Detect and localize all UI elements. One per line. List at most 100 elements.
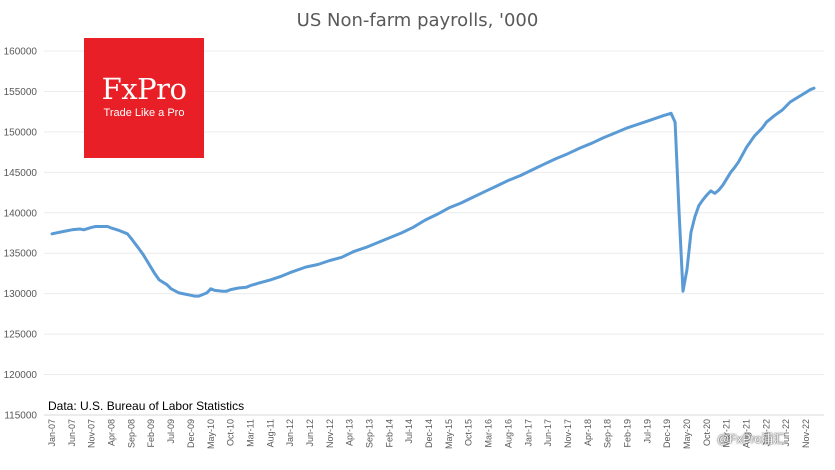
- data-point: [638, 123, 641, 125]
- x-tick-label: Apr-08: [107, 419, 117, 446]
- data-point: [154, 273, 156, 276]
- x-tick-label: Jul-09: [166, 419, 176, 444]
- x-axis-ticks: Jan-07 Jun-07 Nov-07 Apr-08 Sep-08 Feb-09 Jul-…: [47, 419, 811, 449]
- x-tick-label: Oct-20: [702, 419, 712, 446]
- data-point: [209, 288, 212, 290]
- data-point: [281, 275, 283, 277]
- data-point: [674, 121, 676, 123]
- y-tick-label: 150000: [4, 127, 38, 138]
- data-point: [650, 118, 653, 121]
- data-point: [809, 89, 811, 91]
- x-tick-label: Mar-16: [484, 419, 494, 448]
- data-point: [710, 190, 712, 192]
- watermark: @FxPro浦汇: [717, 432, 786, 446]
- data-point: [737, 161, 740, 163]
- data-point: [305, 266, 307, 268]
- data-point: [130, 237, 133, 240]
- data-point: [805, 91, 807, 94]
- x-tick-label: Jul-19: [642, 419, 652, 444]
- x-tick-label: Feb-14: [384, 419, 394, 448]
- data-point: [289, 271, 291, 274]
- x-tick-label: Sep-13: [365, 419, 375, 448]
- x-tick-label: Oct-15: [464, 419, 474, 446]
- y-tick-label: 160000: [4, 47, 38, 58]
- x-tick-label: Aug-16: [503, 419, 513, 448]
- data-point: [590, 142, 593, 145]
- data-point: [194, 295, 196, 297]
- data-point: [213, 289, 216, 292]
- data-point: [713, 192, 716, 195]
- y-tick-label: 140000: [4, 208, 38, 219]
- x-tick-label: Nov-07: [87, 419, 97, 448]
- data-point: [257, 282, 260, 284]
- data-point: [686, 268, 688, 271]
- x-tick-label: Oct-10: [226, 419, 236, 446]
- data-point: [761, 127, 764, 129]
- data-point: [90, 226, 93, 229]
- data-point: [717, 189, 720, 191]
- series-line-0: [50, 86, 816, 298]
- x-tick-label: Jan-17: [523, 419, 533, 447]
- data-point: [118, 229, 121, 232]
- x-tick-label: Jun-07: [67, 419, 77, 447]
- x-tick-label: Sep-08: [126, 419, 136, 448]
- y-tick-label: 130000: [4, 289, 38, 300]
- data-point: [424, 219, 426, 221]
- data-point: [51, 233, 53, 235]
- data-point: [205, 292, 208, 294]
- data-point: [602, 136, 605, 139]
- data-point: [138, 248, 141, 250]
- data-point: [126, 233, 129, 235]
- data-point: [694, 216, 696, 218]
- y-tick-label: 145000: [4, 168, 38, 179]
- data-point: [448, 207, 450, 209]
- data-point: [142, 254, 145, 256]
- data-point: [702, 199, 704, 201]
- data-point: [170, 288, 172, 290]
- data-point: [190, 294, 192, 297]
- data-point: [340, 256, 343, 259]
- source-note: Data: U.S. Bureau of Labor Statistics: [48, 399, 245, 413]
- data-point: [71, 228, 73, 231]
- x-tick-label: Aug-21: [742, 419, 752, 448]
- data-point: [749, 140, 752, 143]
- x-tick-label: Nov-17: [563, 419, 573, 448]
- data-point: [789, 101, 791, 103]
- data-point: [741, 153, 744, 156]
- x-tick-label: Dec-14: [424, 419, 434, 448]
- data-point: [63, 230, 65, 233]
- data-point: [682, 290, 684, 293]
- x-tick-label: Dec-09: [186, 419, 196, 448]
- data-point: [495, 185, 498, 187]
- data-point: [245, 286, 248, 288]
- x-tick-label: Mar-21: [722, 419, 732, 448]
- fxpro-logo: FxPro Trade Like a Pro: [84, 38, 204, 158]
- data-point: [178, 292, 180, 294]
- x-tick-label: Aug-11: [265, 419, 275, 447]
- data-point: [519, 174, 522, 177]
- x-tick-label: Nov-22: [801, 419, 811, 448]
- x-tick-label: Apr-18: [583, 419, 593, 446]
- y-tick-label: 125000: [4, 330, 38, 341]
- x-tick-label: Jun-17: [543, 419, 553, 447]
- data-point: [436, 213, 438, 216]
- data-point: [721, 184, 724, 187]
- y-tick-label: 135000: [4, 249, 38, 260]
- logo-name: FxPro: [101, 72, 187, 106]
- x-tick-label: Mar-11: [245, 419, 255, 447]
- data-point: [757, 131, 760, 133]
- data-point: [507, 179, 510, 182]
- data-point: [82, 228, 85, 231]
- data-point: [706, 194, 708, 196]
- data-point: [237, 287, 240, 289]
- data-point: [567, 152, 569, 155]
- data-point: [352, 250, 355, 253]
- x-tick-label: Jun-22: [781, 419, 791, 447]
- data-point: [579, 147, 581, 149]
- data-point: [412, 226, 414, 229]
- data-point: [662, 114, 664, 117]
- x-tick-label: Jan-07: [47, 419, 57, 447]
- data-point: [543, 163, 545, 166]
- data-point: [725, 178, 728, 180]
- data-point: [781, 109, 784, 111]
